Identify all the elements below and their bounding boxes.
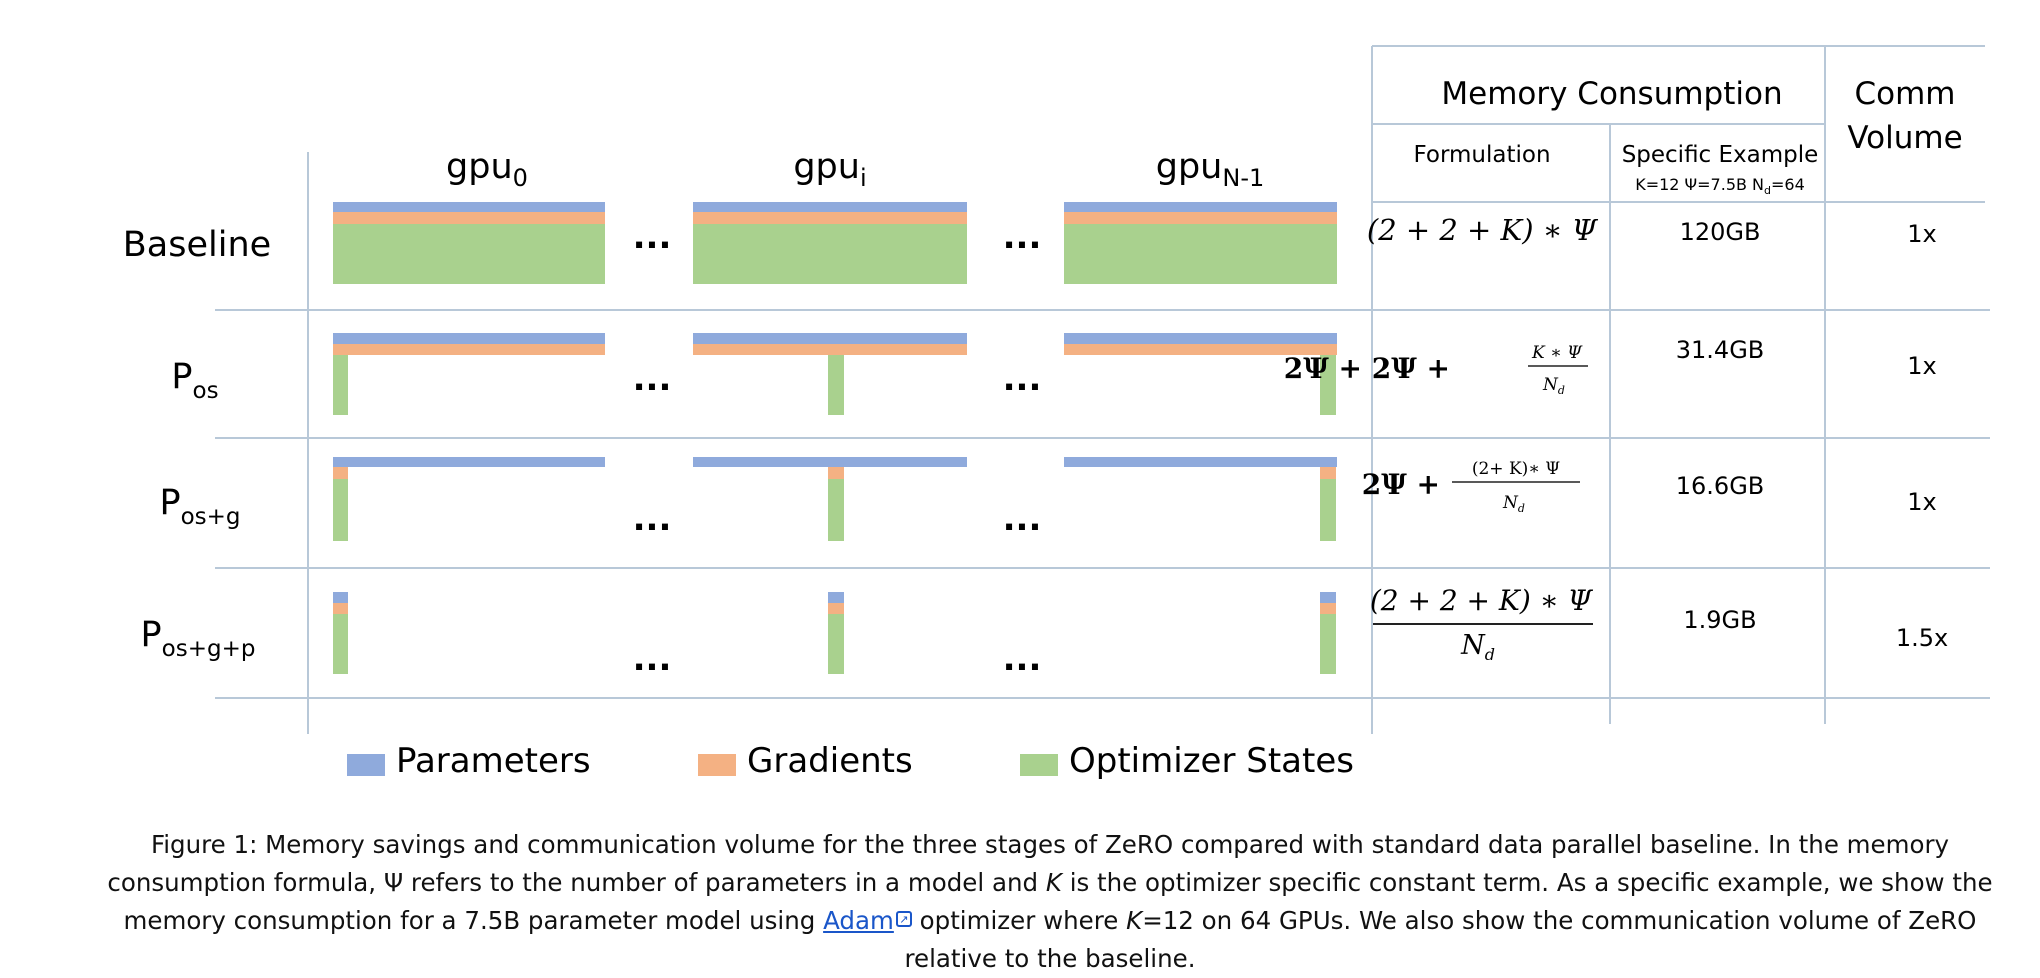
posgp-gpui-grads bbox=[828, 603, 844, 614]
pos-gpun-params bbox=[1064, 333, 1337, 344]
posg-gpu0-optim bbox=[333, 479, 348, 541]
formulas: (2 + 2 + K) ∗ Ψ 2Ψ + 2Ψ + K ∗ Ψ Nd 2Ψ + … bbox=[1284, 213, 1599, 664]
posg-gpu0-params bbox=[333, 457, 605, 467]
baseline-gpui-grads bbox=[693, 212, 967, 224]
comm-value-baseline: 1x bbox=[1907, 220, 1936, 248]
baseline-gpu0-params bbox=[333, 202, 605, 212]
ellipsis: ... bbox=[1003, 217, 1042, 257]
legend-swatch-parameters bbox=[347, 754, 385, 776]
formula-posgp-denominator: Nd bbox=[1460, 630, 1495, 664]
zero-memory-diagram: Memory Consumption Comm Volume Formulati… bbox=[123, 45, 1990, 781]
posgp-gpu-blocks bbox=[333, 592, 1336, 674]
baseline-gpun-grads bbox=[1064, 212, 1337, 224]
ellipses: ... ... ... ... ... ... ... ... bbox=[633, 217, 1042, 679]
memory-value-posg: 16.6GB bbox=[1676, 472, 1765, 500]
posgp-gpu0-params bbox=[333, 592, 348, 603]
formula-pos-numerator: K ∗ Ψ bbox=[1531, 343, 1583, 363]
posg-gpun-params bbox=[1064, 457, 1337, 467]
posgp-gpui-params bbox=[828, 592, 844, 603]
baseline-gpu-blocks bbox=[333, 202, 1337, 284]
specific-example-header: Specific Example bbox=[1622, 142, 1819, 168]
gpu-header-n-1: gpuN-1 bbox=[1156, 147, 1265, 192]
ellipsis: ... bbox=[633, 217, 672, 257]
posgp-gpu0-grads bbox=[333, 603, 348, 614]
baseline-gpui-optim bbox=[693, 224, 967, 284]
pos-gpu0-optim bbox=[333, 355, 348, 415]
caption-text: Figure 1: Memory savings and communicati… bbox=[107, 830, 1950, 897]
caption-k-symbol: K bbox=[1126, 906, 1143, 935]
specific-example-params: K=12 Ψ=7.5B Nd=64 bbox=[1635, 175, 1805, 197]
memory-value-baseline: 120GB bbox=[1680, 218, 1761, 246]
posg-gpu-blocks bbox=[333, 457, 1337, 541]
ellipsis: ... bbox=[633, 359, 672, 399]
baseline-gpu0-grads bbox=[333, 212, 605, 224]
comm-volume-header-line2: Volume bbox=[1847, 120, 1962, 156]
comm-volume-header-line1: Comm bbox=[1854, 76, 1955, 112]
pos-gpui-grads bbox=[693, 344, 967, 355]
pos-gpui-optim bbox=[828, 355, 844, 415]
posgp-gpui-optim bbox=[828, 614, 844, 674]
formula-posgp-numerator: (2 + 2 + K) ∗ Ψ bbox=[1370, 584, 1594, 617]
formulation-header: Formulation bbox=[1413, 142, 1550, 168]
formula-baseline: (2 + 2 + K) ∗ Ψ bbox=[1367, 213, 1599, 247]
caption-text: =12 on 64 GPUs. We also show the communi… bbox=[904, 906, 1977, 973]
row-label-baseline: Baseline bbox=[123, 225, 271, 265]
posg-gpui-optim bbox=[828, 479, 844, 541]
legend: Parameters Gradients Optimizer States bbox=[347, 741, 1354, 781]
ellipsis: ... bbox=[633, 499, 672, 539]
ellipsis: ... bbox=[1003, 639, 1042, 679]
legend-label-optimizer-states: Optimizer States bbox=[1069, 741, 1354, 781]
posg-gpun-grads bbox=[1320, 467, 1336, 479]
gpu-header-0: gpu0 bbox=[446, 147, 528, 192]
formula-posg-main: 2Ψ + bbox=[1362, 468, 1440, 501]
ellipsis: ... bbox=[1003, 359, 1042, 399]
posg-gpui-params bbox=[693, 457, 967, 467]
caption-text: is the optimizer specific constant term.… bbox=[123, 868, 1993, 935]
posgp-gpun-params bbox=[1320, 592, 1336, 603]
baseline-gpui-params bbox=[693, 202, 967, 212]
pos-gpu-blocks bbox=[333, 333, 1337, 415]
pos-gpui-params bbox=[693, 333, 967, 344]
baseline-gpun-optim bbox=[1064, 224, 1337, 284]
posg-gpun-optim bbox=[1320, 479, 1336, 541]
ellipsis: ... bbox=[633, 639, 672, 679]
legend-label-gradients: Gradients bbox=[747, 741, 913, 781]
pos-gpu0-params bbox=[333, 333, 605, 344]
ellipsis: ... bbox=[1003, 499, 1042, 539]
legend-swatch-optimizer-states bbox=[1020, 754, 1058, 776]
baseline-gpu0-optim bbox=[333, 224, 605, 284]
external-link-icon[interactable]: ↗ bbox=[895, 911, 912, 927]
table-grid bbox=[215, 45, 1990, 734]
baseline-gpun-params bbox=[1064, 202, 1337, 212]
row-label-pos: Pos bbox=[171, 357, 218, 404]
legend-label-parameters: Parameters bbox=[396, 741, 591, 781]
comm-value-posg: 1x bbox=[1907, 488, 1936, 516]
memory-value-posgp: 1.9GB bbox=[1683, 606, 1756, 634]
adam-link[interactable]: Adam bbox=[823, 906, 894, 935]
pos-gpun-optim bbox=[1320, 355, 1336, 415]
posg-gpui-grads bbox=[828, 467, 844, 479]
pos-gpun-grads bbox=[1064, 344, 1337, 355]
formula-posg-denominator: Nd bbox=[1502, 493, 1525, 515]
comm-value-pos: 1x bbox=[1907, 352, 1936, 380]
figure-caption: Figure 1: Memory savings and communicati… bbox=[80, 826, 2020, 978]
caption-k-symbol: K bbox=[1045, 868, 1062, 897]
row-label-posg: Pos+g bbox=[159, 483, 240, 530]
posgp-gpu0-optim bbox=[333, 614, 348, 674]
comm-value-posgp: 1.5x bbox=[1896, 624, 1948, 652]
memory-consumption-header: Memory Consumption bbox=[1441, 76, 1782, 112]
caption-text: optimizer where bbox=[911, 906, 1127, 935]
pos-gpu0-grads bbox=[333, 344, 605, 355]
gpu-header-i: gpui bbox=[793, 147, 866, 192]
memory-value-pos: 31.4GB bbox=[1676, 336, 1765, 364]
posg-gpu0-grads bbox=[333, 467, 348, 479]
formula-pos-main: 2Ψ + 2Ψ + bbox=[1284, 352, 1450, 385]
formula-posg-numerator: (2+ K)∗ Ψ bbox=[1472, 459, 1560, 479]
posgp-gpun-grads bbox=[1320, 603, 1336, 614]
values: 120GB 31.4GB 16.6GB 1.9GB 1x 1x 1x 1.5x bbox=[1676, 218, 1948, 652]
posgp-gpun-optim bbox=[1320, 614, 1336, 674]
formula-pos-denominator: Nd bbox=[1542, 375, 1565, 397]
legend-swatch-gradients bbox=[698, 754, 736, 776]
row-label-posgp: Pos+g+p bbox=[141, 615, 256, 662]
